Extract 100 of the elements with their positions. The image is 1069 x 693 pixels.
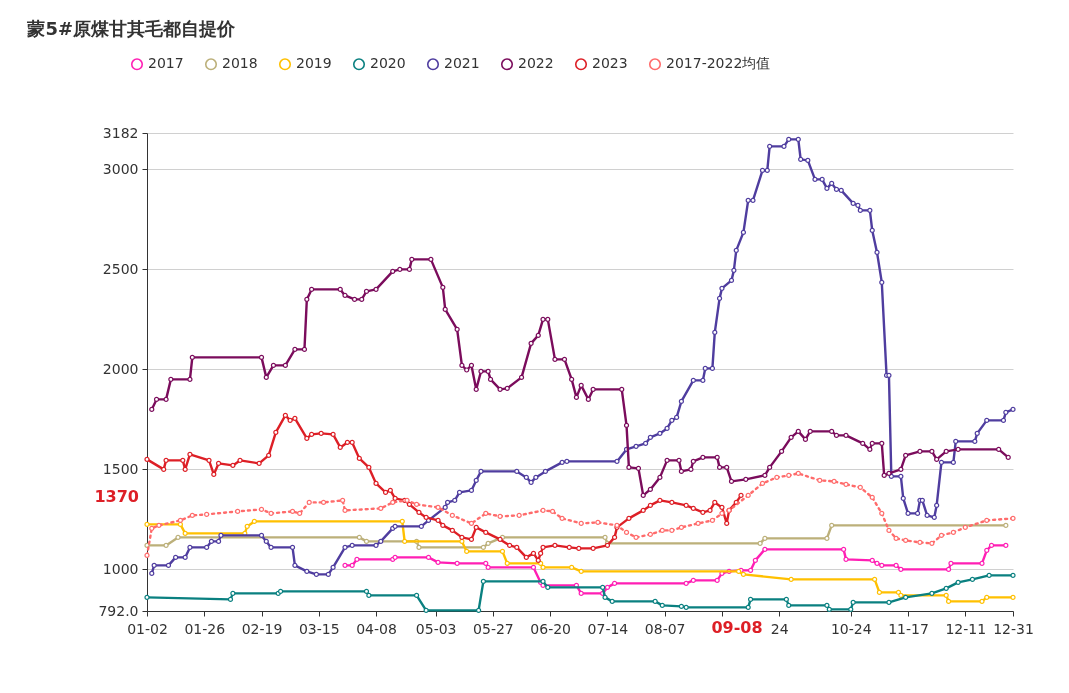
point: [144, 594, 150, 600]
x-tick-label: 06-20: [530, 620, 572, 637]
y-tick-label: 2500: [102, 260, 139, 277]
point: [893, 562, 899, 568]
point: [540, 564, 546, 570]
point: [872, 576, 878, 582]
text: 09-08: [711, 618, 763, 637]
x-tick-label: 03-15: [298, 620, 340, 637]
point: [483, 560, 489, 566]
x-tick-label: 05-03: [415, 620, 457, 637]
point: [1003, 522, 1009, 528]
point: [144, 542, 150, 548]
x-tick-label: 24: [770, 620, 789, 637]
x-tick-label: 01-26: [184, 620, 226, 637]
point: [824, 535, 830, 541]
point: [413, 592, 420, 598]
y-tick-label: 1000: [102, 560, 139, 577]
point: [485, 564, 491, 570]
point: [747, 596, 754, 602]
y-tick-label: 2000: [102, 360, 139, 377]
point: [459, 538, 465, 544]
point: [886, 599, 892, 605]
point: [945, 598, 952, 604]
point: [786, 602, 792, 608]
point: [869, 557, 875, 563]
y-tick-label: 1500: [102, 460, 139, 477]
point: [850, 599, 856, 605]
point: [879, 562, 885, 568]
point: [175, 534, 181, 540]
x-tick-label: 08-07: [644, 620, 686, 637]
legend-label: 2023: [592, 55, 628, 72]
point: [545, 584, 551, 590]
point: [788, 576, 794, 582]
point: [578, 568, 584, 574]
point: [945, 566, 952, 572]
x-tick-label: 12-11: [945, 620, 987, 637]
x-tick-label: 10-24: [830, 620, 872, 637]
point: [356, 534, 362, 540]
point: [416, 544, 422, 550]
point: [929, 590, 935, 596]
point: [602, 534, 608, 540]
point: [683, 580, 689, 586]
point: [578, 590, 584, 596]
point: [611, 580, 618, 586]
x-tick-label: 04-08: [356, 620, 397, 637]
point: [480, 578, 486, 584]
point: [230, 590, 236, 596]
point: [251, 518, 257, 524]
point: [895, 589, 902, 595]
y-tick-label: 792.0: [98, 602, 139, 619]
point: [363, 538, 370, 544]
point: [609, 598, 615, 604]
point: [423, 607, 429, 613]
point: [848, 606, 854, 612]
point: [824, 602, 830, 608]
x-tick-label: 07-14: [587, 620, 629, 637]
legend-label: 2021: [444, 55, 480, 72]
point: [955, 579, 961, 585]
y-tick-label: 3182: [102, 124, 139, 141]
point: [354, 556, 360, 562]
point: [144, 521, 150, 527]
point: [841, 546, 847, 552]
point: [979, 598, 985, 604]
point: [363, 588, 370, 594]
point: [874, 560, 880, 566]
point: [683, 604, 689, 610]
point: [600, 584, 606, 590]
point: [948, 560, 954, 566]
x-tick-label: 01-02: [127, 620, 168, 637]
point: [425, 554, 432, 560]
point: [757, 540, 763, 546]
point: [366, 592, 372, 598]
point: [244, 523, 250, 529]
point: [342, 562, 348, 568]
point: [480, 544, 486, 550]
point: [399, 518, 405, 524]
point: [1010, 594, 1016, 600]
legend-label: 2017-2022均值: [666, 55, 771, 72]
point: [499, 548, 506, 554]
legend-label: 2022: [518, 55, 554, 72]
legend-label: 2020: [370, 55, 406, 72]
point: [454, 560, 460, 566]
point: [943, 592, 949, 598]
point: [177, 521, 183, 527]
point: [898, 566, 904, 572]
point: [783, 596, 789, 602]
point: [986, 572, 992, 578]
point: [182, 530, 188, 536]
x-tick-label: 11-17: [888, 620, 929, 637]
legend-label: 2019: [296, 55, 332, 72]
point: [752, 557, 758, 563]
y-tick-label: 3000: [102, 160, 139, 177]
point: [569, 564, 575, 570]
point: [747, 567, 754, 573]
point: [349, 562, 355, 568]
point: [979, 560, 985, 566]
legend-label: 2017: [148, 55, 184, 72]
point: [829, 522, 835, 528]
chart-title: 蒙5#原煤甘其毛都自提价: [26, 18, 237, 39]
point: [1010, 572, 1016, 578]
